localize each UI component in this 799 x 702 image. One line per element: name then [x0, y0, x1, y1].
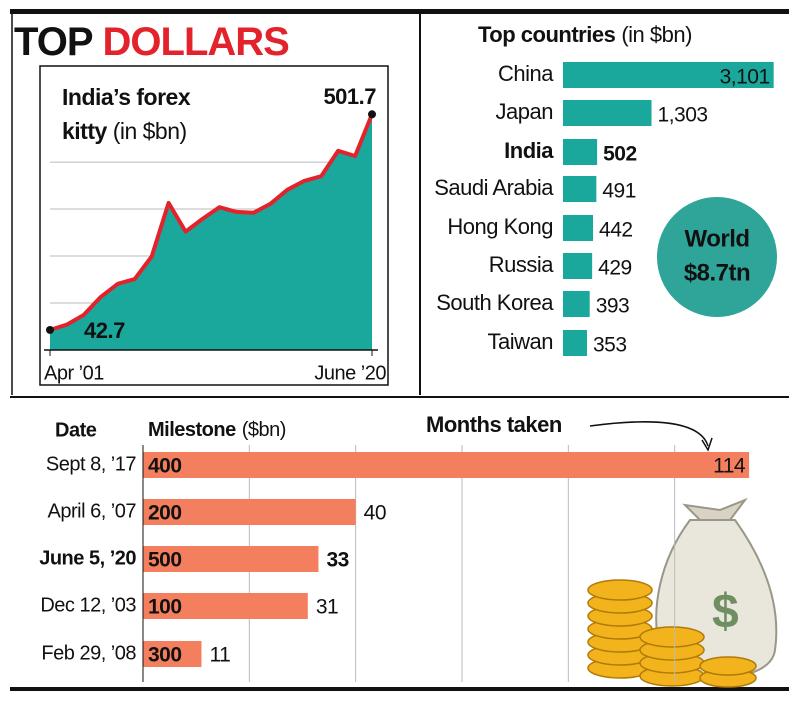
category-label: China	[498, 61, 554, 86]
dollar-sign: $	[712, 586, 739, 639]
category-label: India	[504, 138, 554, 163]
milestone-label: 300	[148, 644, 182, 667]
x-tick-label: June ’20	[314, 362, 386, 384]
annotation: World	[684, 225, 749, 252]
category-label: Hong Kong	[447, 214, 553, 239]
header: Milestone	[148, 419, 236, 441]
bar	[143, 499, 356, 525]
category-label: Japan	[496, 99, 553, 124]
bar	[563, 291, 590, 317]
category-label: Russia	[489, 252, 555, 277]
value-label: 33	[326, 549, 348, 572]
money-illustration: $	[587, 497, 778, 688]
line	[49, 113, 374, 332]
arrow-head	[701, 437, 713, 452]
header-unit: ($bn)	[242, 419, 286, 441]
bar	[563, 62, 774, 88]
data-label: 42.7	[84, 318, 125, 343]
bar	[143, 641, 202, 667]
column-header: Date	[55, 419, 97, 441]
bottom-rule	[10, 687, 789, 691]
bar	[143, 452, 750, 478]
milestone-label: 400	[148, 455, 182, 478]
value-label: 11	[209, 644, 230, 667]
value-label: 353	[593, 334, 627, 357]
bar	[563, 253, 593, 279]
area	[50, 114, 372, 350]
chart-title: Top countries (in $bn)	[478, 22, 692, 47]
arrow	[589, 421, 709, 447]
top-rule	[10, 9, 789, 14]
category-label: Saudi Arabia	[434, 175, 554, 200]
title-part: DOLLARS	[103, 20, 290, 64]
value-label: 442	[599, 219, 633, 242]
bar	[563, 215, 594, 241]
value-label: 429	[598, 257, 632, 280]
end-dot	[368, 110, 376, 119]
annotation: $8.7tn	[684, 259, 750, 286]
bar	[563, 139, 598, 165]
value-label: 114	[713, 455, 746, 478]
bar	[563, 100, 652, 126]
category-label: Dec 12, ’03	[40, 594, 136, 616]
category-label: Taiwan	[488, 329, 553, 354]
value-label: 502	[603, 143, 637, 166]
bar	[143, 593, 308, 619]
value-label: 3,101	[720, 66, 770, 89]
end-dot	[46, 325, 54, 334]
category-label: April 6, ’07	[48, 500, 137, 522]
column-header: Milestone ($bn)	[148, 419, 286, 441]
bar	[563, 176, 597, 202]
world-badge	[657, 197, 777, 317]
milestone-label: 200	[148, 502, 182, 525]
subtitle: (in $bn)	[112, 118, 187, 144]
annotation: Months taken	[426, 412, 562, 437]
subtitle: (in $bn)	[621, 22, 692, 47]
milestone-label: 500	[148, 549, 182, 572]
value-label: 1,303	[658, 104, 708, 127]
milestone-label: 100	[148, 596, 182, 619]
value-label: 31	[316, 596, 338, 619]
chart-title: India’s forex kitty (in $bn)	[62, 80, 222, 148]
category-label: South Korea	[436, 290, 554, 315]
title: India’s forex kitty	[62, 84, 191, 144]
value-label: 491	[602, 180, 636, 203]
category-label: June 5, ’20	[39, 547, 136, 569]
chart-frame	[39, 65, 389, 386]
category-label: Sept 8, ’17	[46, 453, 137, 475]
bar	[563, 330, 587, 356]
title-part: TOP	[14, 20, 93, 64]
data-label: 501.7	[323, 84, 376, 109]
value-label: 40	[364, 502, 386, 525]
value-label: 393	[596, 295, 630, 318]
title: Top countries	[478, 22, 616, 47]
category-label: Feb 29, ’08	[41, 642, 136, 664]
page-title: TOP DOLLARS	[14, 20, 289, 64]
bar	[143, 546, 319, 572]
x-tick-label: Apr ’01	[44, 362, 104, 384]
